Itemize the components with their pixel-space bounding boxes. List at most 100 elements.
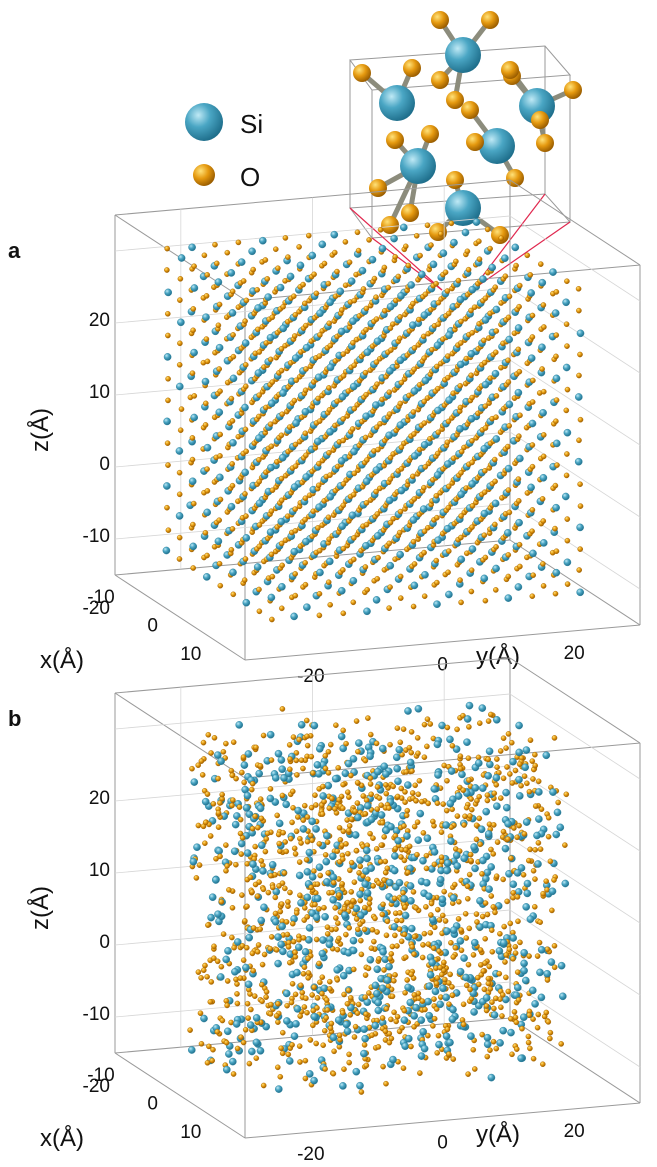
o-point <box>493 393 500 399</box>
o-point <box>494 764 500 771</box>
o-point <box>366 237 372 243</box>
si-point <box>401 911 410 920</box>
o-point <box>553 332 560 338</box>
o-point <box>202 962 208 969</box>
o-point <box>457 382 464 389</box>
o-point <box>292 949 298 956</box>
si-point <box>227 502 236 511</box>
o-point <box>473 822 480 829</box>
o-point <box>497 748 504 754</box>
o-point <box>303 366 309 372</box>
si-point <box>373 337 382 346</box>
si-point <box>373 989 381 998</box>
o-point <box>254 326 261 333</box>
o-point <box>379 1015 386 1021</box>
si-point <box>468 545 477 553</box>
o-point <box>502 273 509 280</box>
o-point <box>340 351 347 357</box>
si-point <box>492 564 500 573</box>
o-point <box>216 301 223 308</box>
grid-line <box>114 431 641 518</box>
o-point <box>300 971 307 977</box>
si-point <box>377 811 386 819</box>
o-point <box>365 965 372 972</box>
o-point <box>455 277 462 284</box>
si-point <box>302 343 311 352</box>
o-point <box>458 513 464 519</box>
si-point <box>429 260 438 269</box>
o-point <box>425 1032 431 1039</box>
si-point <box>189 542 197 551</box>
o-point <box>242 1027 249 1033</box>
o-point <box>467 986 473 993</box>
o-point <box>516 761 523 768</box>
o-point <box>468 372 474 379</box>
o-point <box>293 750 300 756</box>
o-point <box>490 822 497 828</box>
o-point <box>451 881 458 888</box>
o-point <box>398 785 405 792</box>
si-point <box>474 759 483 767</box>
o-point <box>516 433 522 440</box>
si-point <box>385 431 393 440</box>
o-point <box>492 909 498 916</box>
si-point <box>321 913 329 921</box>
o-point <box>453 258 459 265</box>
o-point <box>351 362 358 369</box>
si-point <box>363 607 371 616</box>
o-point <box>428 912 434 918</box>
o-point <box>457 404 464 411</box>
o-point <box>505 731 512 737</box>
o-point <box>229 802 235 809</box>
o-point <box>452 945 459 951</box>
o-point <box>473 836 480 843</box>
o-point <box>333 926 339 932</box>
o-point <box>408 729 415 735</box>
o-point <box>189 435 196 441</box>
si-point <box>467 349 476 358</box>
si-point <box>479 275 487 283</box>
o-point <box>326 449 332 456</box>
si-point <box>341 911 349 919</box>
o-point <box>340 727 347 734</box>
o-point <box>340 481 347 487</box>
o-point <box>482 425 489 431</box>
o-point <box>363 391 369 398</box>
o-point <box>250 266 256 273</box>
si-point <box>255 769 264 778</box>
si-point <box>310 1076 318 1085</box>
o-point <box>316 591 323 597</box>
si-point <box>373 532 382 540</box>
si-point <box>363 889 372 897</box>
o-point <box>445 569 451 576</box>
si-point <box>404 707 412 715</box>
o-point <box>312 901 318 908</box>
si-point <box>403 832 411 840</box>
o-point <box>467 851 474 858</box>
o-point <box>394 1013 401 1020</box>
o-point <box>445 310 452 317</box>
o-point <box>298 757 305 764</box>
o-point <box>481 532 488 539</box>
o-point <box>384 918 391 925</box>
o-point <box>529 593 536 600</box>
si-point <box>394 837 403 845</box>
o-point <box>315 482 322 489</box>
si-point <box>505 335 514 344</box>
o-point <box>376 956 382 962</box>
si-point <box>257 916 266 925</box>
si-point <box>526 915 535 924</box>
si-point <box>267 399 276 408</box>
o-point <box>422 291 429 298</box>
o-point <box>461 822 467 828</box>
o-point <box>215 322 222 329</box>
o-point <box>302 581 309 588</box>
si-point <box>428 958 437 967</box>
si-point <box>404 1034 413 1043</box>
si-point <box>189 857 198 866</box>
box-edge <box>114 574 246 661</box>
o-point <box>444 778 450 784</box>
o-point <box>260 1082 267 1089</box>
o-point <box>454 726 460 733</box>
o-point <box>212 241 218 248</box>
